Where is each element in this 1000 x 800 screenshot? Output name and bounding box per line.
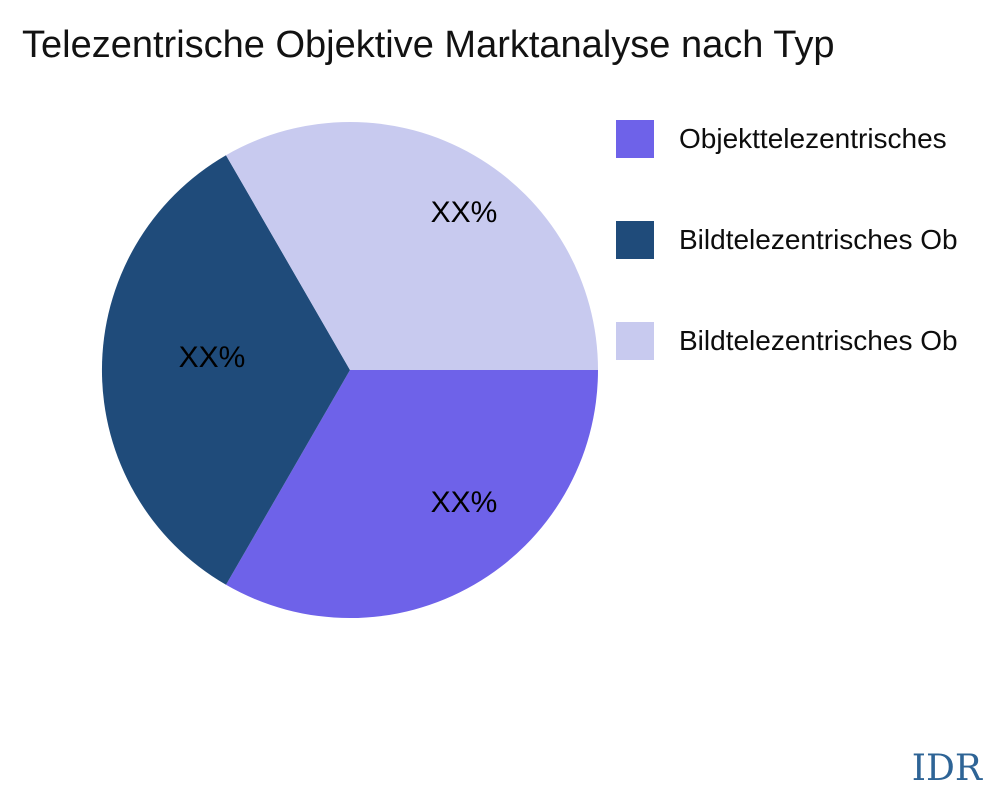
legend-label-0: Objekttelezentrisches xyxy=(679,123,947,154)
legend-label-1: Bildtelezentrisches Ob xyxy=(679,224,958,255)
legend-swatch-2 xyxy=(616,322,654,360)
page-title: Telezentrische Objektive Marktanalyse na… xyxy=(22,24,835,66)
pie-slice-1 xyxy=(101,155,350,585)
slice-label-1: XX% xyxy=(178,341,246,374)
pie-slice-2 xyxy=(226,121,598,371)
legend-item-2: Bildtelezentrisches Ob xyxy=(616,322,958,360)
legend-item-0: Objekttelezentrisches xyxy=(616,120,947,158)
legend-swatch-0 xyxy=(616,120,654,158)
pie-slice-0 xyxy=(226,370,598,619)
legend-swatch-1 xyxy=(616,221,654,259)
slice-label-2: XX% xyxy=(430,196,498,229)
legend-item-1: Bildtelezentrisches Ob xyxy=(616,221,958,259)
legend-label-2: Bildtelezentrisches Ob xyxy=(679,325,958,356)
slice-label-0: XX% xyxy=(430,486,498,519)
watermark-idr: IDR xyxy=(911,748,982,789)
